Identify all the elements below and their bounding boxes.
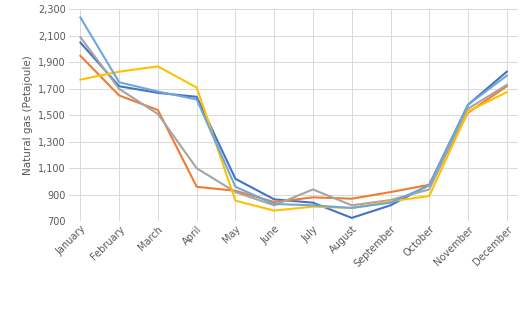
2021 [426,183,432,187]
2019 [271,204,277,207]
2019 [194,166,200,170]
2019 [232,190,239,194]
2021 [194,95,200,99]
2018 [465,109,471,113]
2021 [77,41,84,45]
2018 [155,64,161,68]
2020 [504,84,510,88]
2021 [387,204,394,207]
2017 [387,201,394,204]
2017 [271,202,277,206]
2021 [504,70,510,74]
2021 [271,198,277,201]
2018 [349,206,355,210]
2020 [194,185,200,189]
2019 [155,112,161,116]
2020 [310,196,316,199]
2019 [116,87,122,91]
2021 [349,216,355,220]
2019 [349,204,355,207]
2021 [465,103,471,107]
2020 [232,189,239,193]
2020 [349,197,355,201]
2017 [232,185,239,189]
2018 [194,86,200,89]
2020 [387,190,394,194]
2018 [387,199,394,203]
2018 [232,199,239,203]
2021 [310,201,316,204]
2018 [77,78,84,82]
2020 [77,54,84,58]
2017 [465,103,471,107]
2018 [504,90,510,94]
2018 [116,70,122,74]
Line: 2020: 2020 [80,56,507,202]
Line: 2017: 2017 [80,17,507,208]
2018 [271,209,277,212]
2019 [504,83,510,87]
2021 [232,177,239,181]
2018 [426,194,432,198]
2020 [426,183,432,187]
2018 [310,205,316,209]
2017 [349,206,355,210]
2019 [310,187,316,191]
2020 [465,111,471,115]
2020 [155,108,161,112]
2019 [77,35,84,39]
2019 [465,107,471,111]
2021 [155,91,161,95]
2017 [504,74,510,77]
Line: 2018: 2018 [80,66,507,210]
2019 [426,187,432,191]
Line: 2019: 2019 [80,37,507,205]
2017 [310,204,316,207]
2017 [426,184,432,187]
2017 [77,15,84,19]
Y-axis label: Natural gas (Petajoule): Natural gas (Petajoule) [23,56,33,175]
2020 [116,94,122,97]
2017 [194,98,200,101]
Line: 2021: 2021 [80,43,507,218]
2021 [116,84,122,88]
2017 [116,80,122,84]
2017 [155,90,161,94]
2019 [387,198,394,202]
2020 [271,200,277,204]
